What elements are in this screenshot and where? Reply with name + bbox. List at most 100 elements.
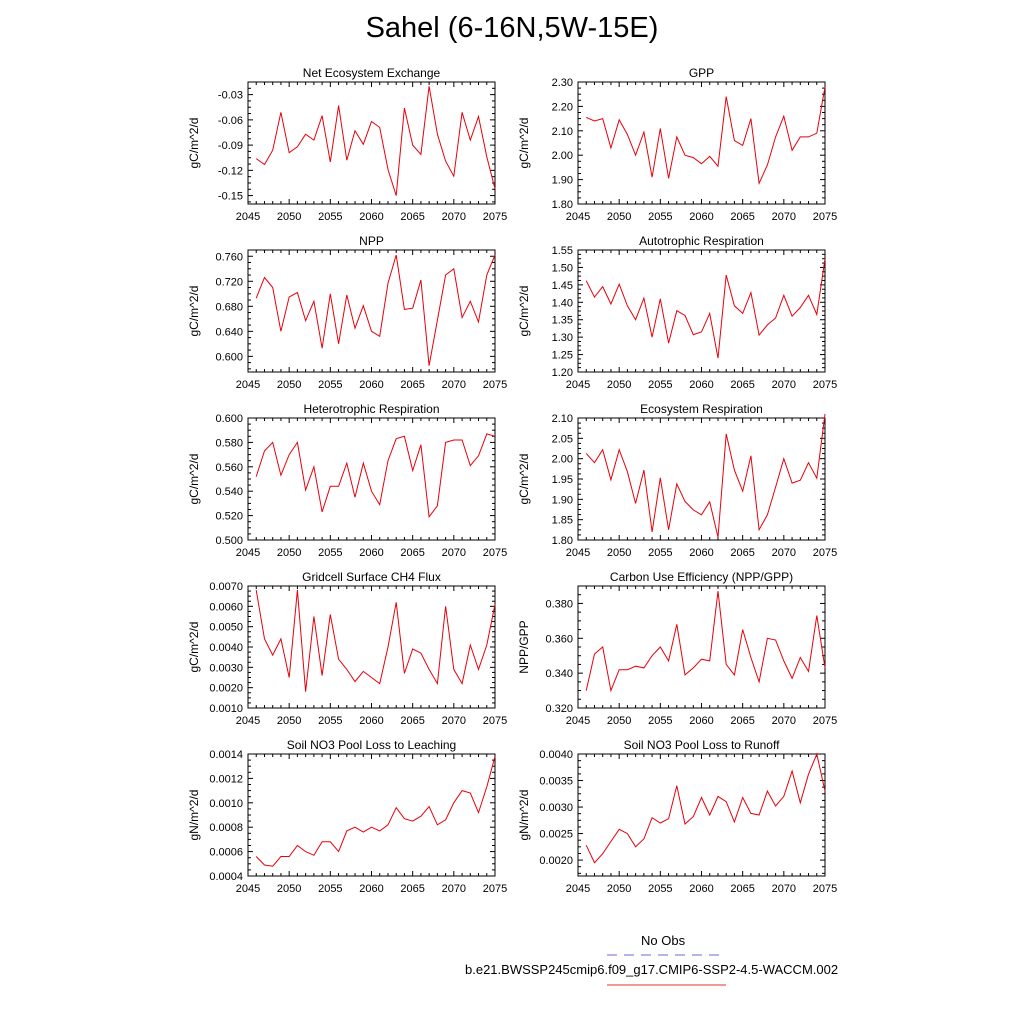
x-tick-label: 2045	[566, 379, 590, 391]
y-axis-label: gC/m^2/d	[517, 454, 531, 505]
plot-frame	[577, 81, 826, 205]
panel-title: Heterotrophic Respiration	[303, 402, 439, 416]
x-tick-label: 2065	[730, 211, 754, 223]
x-tick-label: 2055	[648, 715, 672, 727]
y-tick-label: 2.05	[552, 433, 573, 445]
x-tick-label: 2060	[689, 547, 713, 559]
y-tick-label: 0.600	[215, 413, 243, 425]
series-line	[255, 86, 496, 196]
series-line	[255, 590, 496, 692]
y-tick-label: 0.0035	[539, 776, 573, 788]
y-tick-label: -0.06	[218, 115, 243, 127]
series-line	[255, 756, 496, 867]
y-tick-label: 0.580	[215, 437, 243, 449]
y-tick-label: 0.0012	[209, 773, 243, 785]
x-tick-label: 2075	[813, 211, 837, 223]
y-tick-label: 1.95	[552, 474, 573, 486]
y-tick-label: 0.0006	[209, 847, 243, 859]
x-tick-label: 2075	[483, 715, 507, 727]
plot-frame	[577, 753, 826, 877]
chart-panel-5: Heterotrophic Respiration 2045 2050 2055 206…	[187, 402, 507, 559]
y-tick-label: 1.90	[552, 175, 573, 187]
y-tick-label: 1.25	[552, 350, 573, 362]
series-line	[585, 258, 826, 359]
x-tick-label: 2070	[772, 715, 796, 727]
x-tick-label: 2070	[772, 379, 796, 391]
x-tick-label: 2075	[483, 547, 507, 559]
y-tick-label: 0.0030	[209, 662, 243, 674]
x-tick-label: 2060	[689, 211, 713, 223]
panel-title: Gridcell Surface CH4 Flux	[302, 570, 441, 584]
chart-panel-4: Autotrophic Respiration 2045 2050 2055 2060 2…	[517, 234, 837, 391]
x-tick-label: 2050	[607, 715, 631, 727]
x-tick-label: 2060	[689, 379, 713, 391]
x-tick-label: 2050	[607, 547, 631, 559]
chart-panel-2: GPP 2045 2050 2055 2060 2065 2070 2075 1.80 1.90 2…	[517, 66, 837, 223]
x-tick-label: 2065	[730, 547, 754, 559]
plot-frame	[247, 249, 496, 373]
x-tick-label: 2055	[648, 883, 672, 895]
x-tick-label: 2050	[277, 715, 301, 727]
series-line	[255, 254, 496, 366]
x-tick-label: 2050	[277, 883, 301, 895]
plot-frame	[577, 417, 826, 541]
y-tick-label: 1.35	[552, 315, 573, 327]
x-tick-label: 2050	[607, 379, 631, 391]
y-tick-label: 0.320	[545, 703, 573, 715]
y-tick-label: -0.09	[218, 140, 243, 152]
y-tick-label: 0.0010	[209, 798, 243, 810]
panel-title: Ecosystem Respiration	[640, 402, 763, 416]
y-tick-label: 0.760	[215, 251, 243, 263]
y-axis-label: gC/m^2/d	[187, 454, 201, 505]
y-tick-label: 0.500	[215, 535, 243, 547]
x-tick-label: 2055	[318, 211, 342, 223]
y-tick-label: 1.40	[552, 297, 573, 309]
y-tick-label: 0.0010	[209, 703, 243, 715]
chart-panel-1: Net Ecosystem Exchange 2045 2050 2055 2060 20…	[187, 66, 507, 223]
y-tick-label: 1.30	[552, 332, 573, 344]
y-tick-label: 2.30	[552, 77, 573, 89]
series-line	[585, 752, 826, 864]
x-tick-label: 2060	[359, 547, 383, 559]
y-tick-label: 0.0020	[209, 683, 243, 695]
y-tick-label: 0.0040	[209, 642, 243, 654]
x-tick-label: 2050	[277, 547, 301, 559]
plot-frame	[577, 249, 826, 373]
panel-title: GPP	[689, 66, 714, 80]
x-tick-label: 2060	[689, 883, 713, 895]
x-tick-label: 2060	[359, 211, 383, 223]
y-tick-label: 2.10	[552, 413, 573, 425]
x-tick-label: 2075	[813, 379, 837, 391]
x-tick-label: 2070	[772, 547, 796, 559]
y-tick-label: 0.360	[545, 633, 573, 645]
x-tick-label: 2075	[483, 211, 507, 223]
x-tick-label: 2070	[772, 883, 796, 895]
y-tick-label: 2.00	[552, 454, 573, 466]
x-tick-label: 2065	[730, 715, 754, 727]
x-tick-label: 2045	[566, 883, 590, 895]
x-tick-label: 2055	[318, 379, 342, 391]
y-tick-label: 1.55	[552, 245, 573, 257]
series-line	[585, 591, 826, 693]
x-tick-label: 2055	[318, 883, 342, 895]
x-tick-label: 2065	[400, 715, 424, 727]
y-axis-label: gC/m^2/d	[517, 118, 531, 169]
y-tick-label: 0.0060	[209, 601, 243, 613]
x-tick-label: 2050	[277, 211, 301, 223]
y-tick-label: 1.80	[552, 199, 573, 211]
y-tick-label: 0.0020	[539, 855, 573, 867]
plot-frame	[577, 585, 826, 709]
x-tick-label: 2070	[772, 211, 796, 223]
x-tick-label: 2045	[566, 715, 590, 727]
y-tick-label: 0.520	[215, 511, 243, 523]
x-tick-label: 2075	[813, 547, 837, 559]
y-tick-label: 0.0008	[209, 822, 243, 834]
series-line	[255, 433, 496, 519]
y-tick-label: -0.12	[218, 165, 243, 177]
panel-title: Soil NO3 Pool Loss to Leaching	[287, 738, 456, 752]
panel-title: NPP	[359, 234, 384, 248]
x-tick-label: 2045	[236, 883, 260, 895]
y-tick-label: -0.03	[218, 90, 243, 102]
x-tick-label: 2060	[689, 715, 713, 727]
plot-frame	[247, 585, 496, 709]
